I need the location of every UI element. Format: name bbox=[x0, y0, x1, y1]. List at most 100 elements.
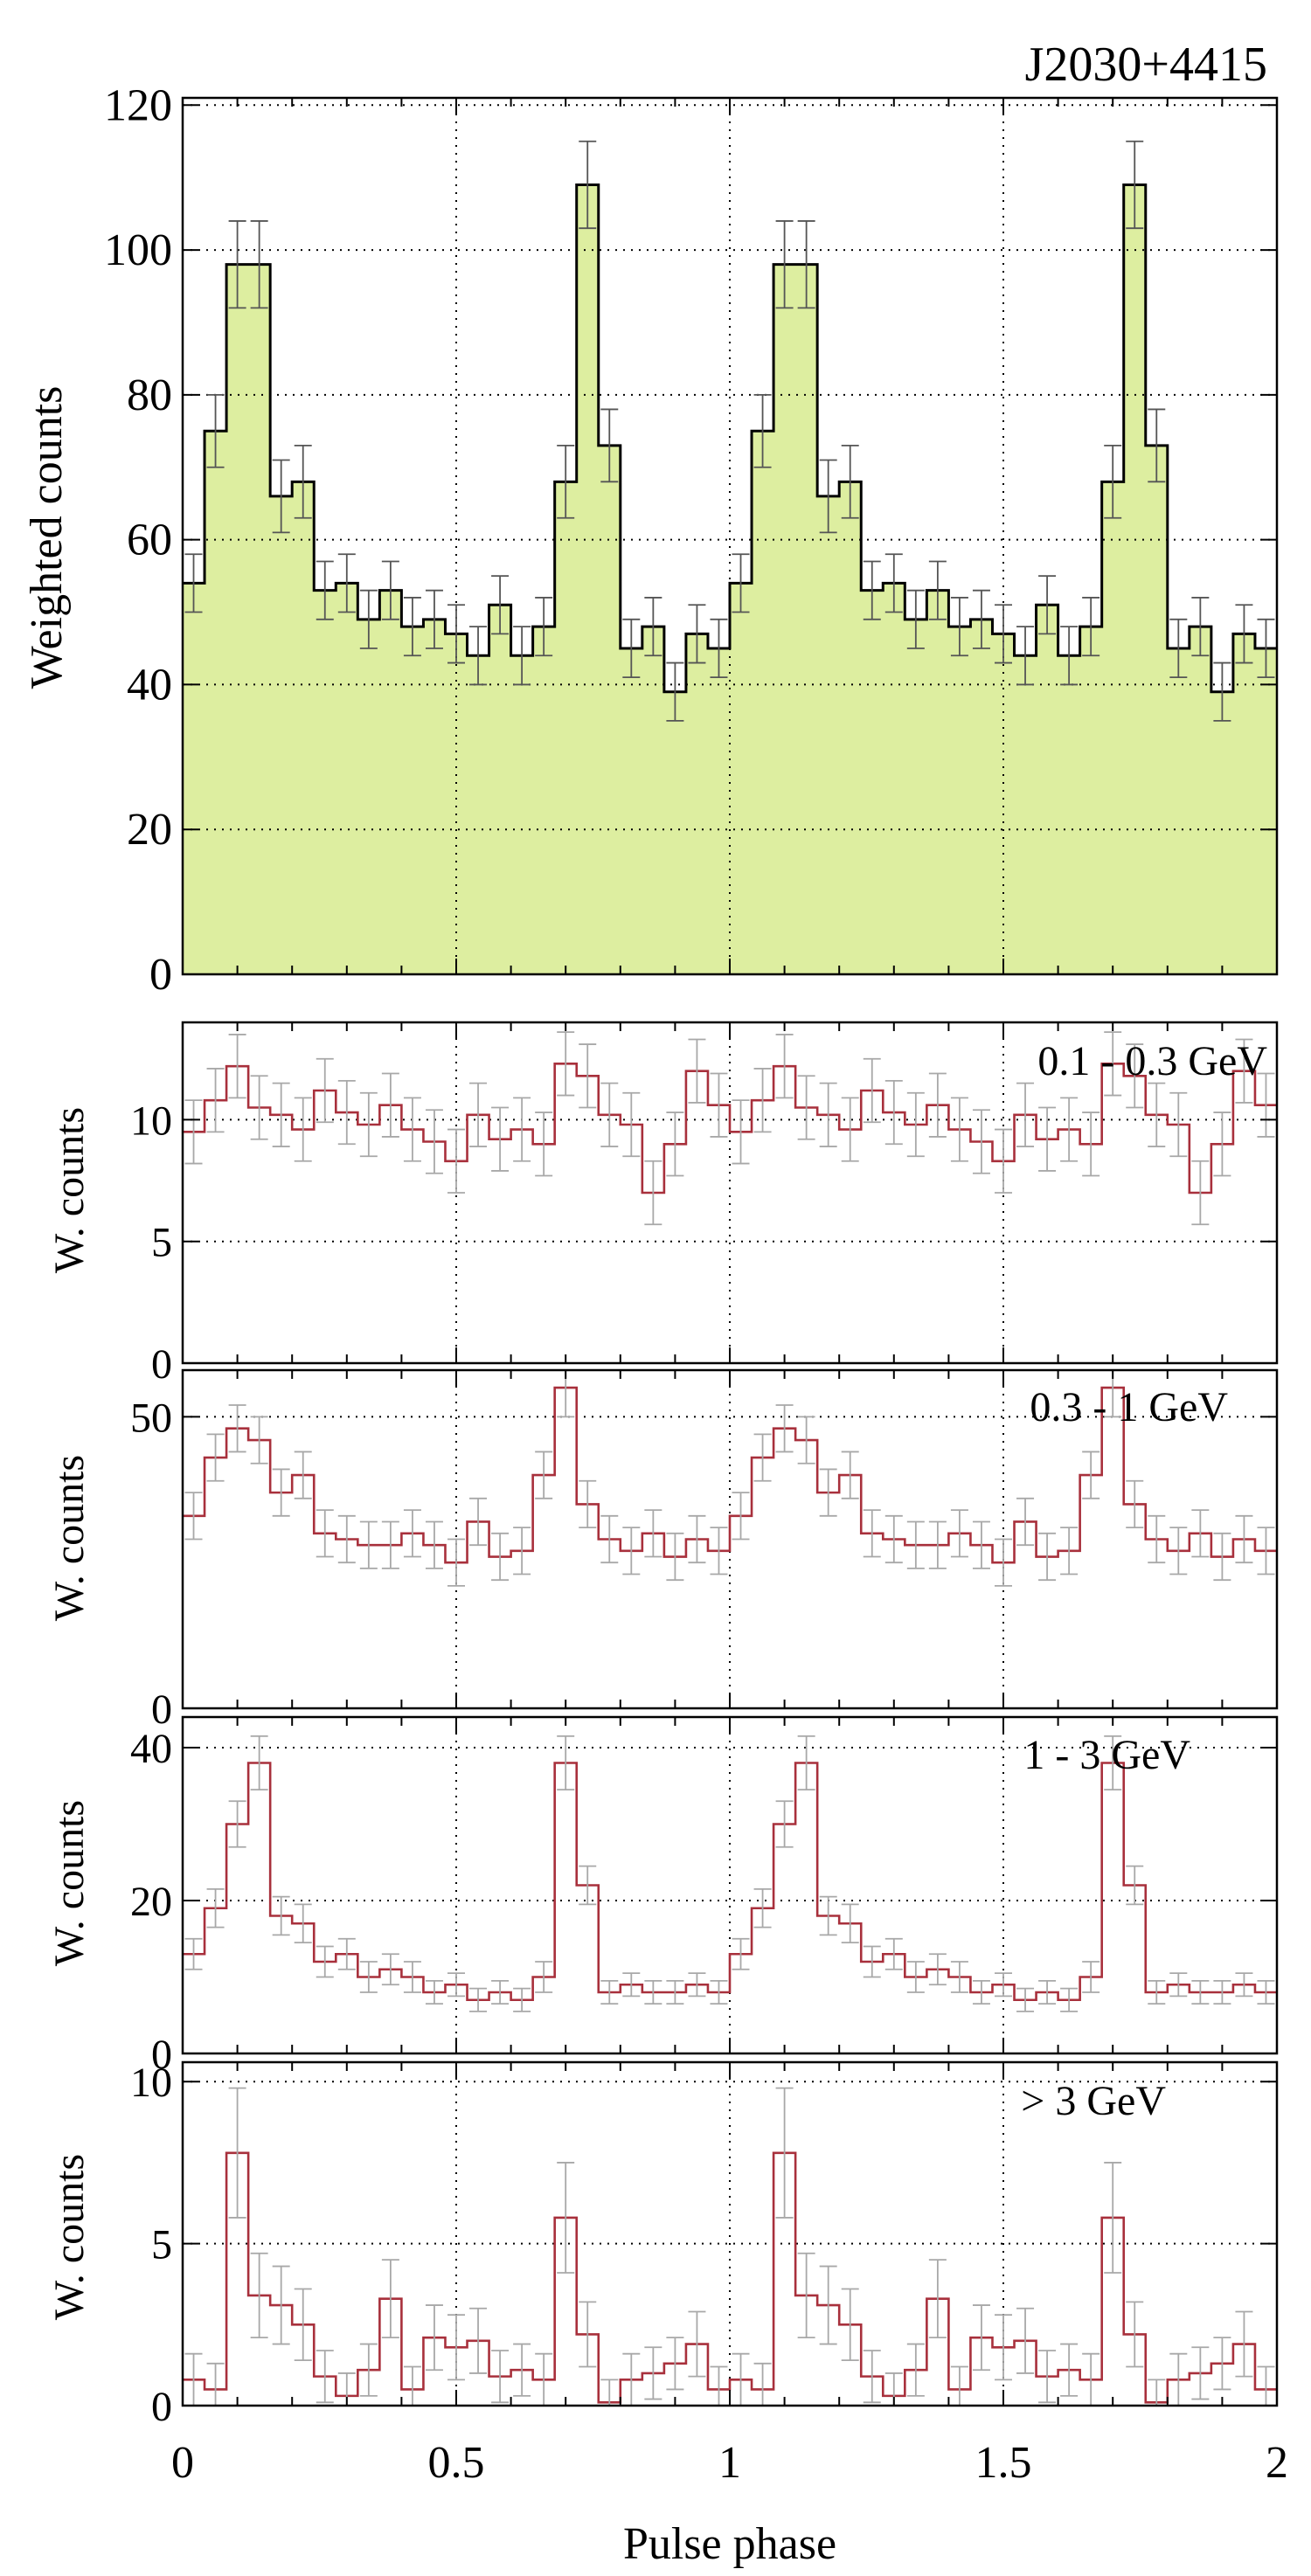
error-bar bbox=[425, 2304, 443, 2372]
error-bar bbox=[710, 1527, 728, 1575]
panel-0: 0 20 40 60 80 100 120 bbox=[104, 80, 1279, 1000]
error-bar bbox=[491, 1532, 510, 1582]
error-bar bbox=[1126, 1865, 1144, 1906]
error-bar bbox=[1257, 1072, 1275, 1138]
error-bar bbox=[272, 459, 290, 534]
ytick-label: 20 bbox=[127, 805, 172, 855]
error-bar bbox=[972, 2304, 990, 2372]
error-bar bbox=[1257, 2365, 1275, 2406]
error-bar bbox=[316, 1509, 334, 1558]
error-bar bbox=[337, 1937, 356, 1970]
ytick-label: 5 bbox=[151, 1220, 172, 1266]
error-bar bbox=[447, 2314, 465, 2381]
error-bar bbox=[1213, 2337, 1231, 2391]
error-bar bbox=[995, 604, 1012, 664]
error-bar bbox=[863, 1945, 881, 1978]
error-bar bbox=[863, 1509, 881, 1558]
error-bar bbox=[425, 589, 443, 649]
error-bar bbox=[928, 2259, 947, 2339]
ytick-label: 10 bbox=[130, 2060, 172, 2106]
error-bar bbox=[688, 1972, 706, 1998]
error-bar bbox=[775, 2087, 794, 2219]
error-bar bbox=[797, 1735, 815, 1791]
error-bar bbox=[1235, 2310, 1253, 2378]
error-bar bbox=[906, 1091, 925, 1158]
error-bar bbox=[819, 1468, 837, 1517]
error-bar bbox=[1104, 2162, 1122, 2274]
error-bar bbox=[1213, 1979, 1231, 2005]
error-bar bbox=[228, 2087, 246, 2219]
error-bar bbox=[775, 1404, 794, 1453]
error-bar bbox=[688, 1514, 706, 1564]
ylabel-band-2: W. counts bbox=[46, 1455, 93, 1621]
error-bar bbox=[1016, 2307, 1035, 2374]
error-bar bbox=[644, 597, 662, 657]
error-bar bbox=[841, 1097, 859, 1162]
error-bar bbox=[250, 2252, 268, 2339]
error-bar bbox=[403, 1509, 421, 1558]
error-bar bbox=[622, 1527, 641, 1575]
error-bar bbox=[666, 2337, 684, 2391]
error-bar bbox=[403, 1097, 421, 1162]
error-bar bbox=[775, 1034, 794, 1099]
error-bar bbox=[1038, 1106, 1057, 1172]
error-bar bbox=[337, 553, 356, 613]
error-bar bbox=[1235, 1514, 1253, 1564]
error-bar bbox=[1060, 626, 1079, 686]
error-bar bbox=[381, 560, 399, 620]
error-bar bbox=[666, 661, 684, 722]
error-bar bbox=[819, 1895, 837, 1936]
error-bar bbox=[316, 1945, 334, 1978]
error-bar bbox=[228, 1404, 246, 1453]
error-bar bbox=[644, 1160, 662, 1226]
error-bar bbox=[753, 1068, 772, 1133]
error-bar bbox=[513, 1097, 531, 1162]
error-bar bbox=[1169, 618, 1188, 679]
error-bar bbox=[272, 1895, 290, 1936]
error-bar bbox=[206, 1433, 225, 1482]
error-bar bbox=[972, 1109, 990, 1174]
error-bar bbox=[1148, 1514, 1166, 1564]
error-bar bbox=[906, 589, 925, 649]
error-bar bbox=[1257, 1527, 1275, 1575]
error-bar bbox=[995, 1128, 1012, 1194]
error-bar bbox=[447, 1128, 465, 1194]
panel-1: 0 5 10 bbox=[130, 1021, 1279, 1388]
error-bar bbox=[228, 1800, 246, 1848]
xtick-label-2: 1 bbox=[718, 2438, 741, 2488]
error-bar bbox=[425, 1979, 443, 2005]
ytick-label: 0 bbox=[151, 2032, 172, 2078]
error-bar bbox=[294, 444, 312, 519]
error-bar bbox=[644, 1509, 662, 1558]
error-bar bbox=[600, 1979, 619, 2005]
error-bar bbox=[1126, 1479, 1144, 1529]
error-bar bbox=[753, 2362, 772, 2406]
error-bar bbox=[644, 1979, 662, 2005]
ylabel-top: Weighted counts bbox=[22, 386, 72, 689]
error-bar bbox=[841, 2288, 859, 2361]
error-bar bbox=[535, 1451, 553, 1499]
error-bar bbox=[184, 1099, 203, 1165]
error-bar bbox=[403, 2365, 421, 2406]
error-bar bbox=[1235, 604, 1253, 664]
error-bar bbox=[600, 1514, 619, 1564]
error-bar bbox=[1016, 626, 1035, 686]
error-bar bbox=[688, 2310, 706, 2378]
ytick-label: 50 bbox=[130, 1395, 172, 1441]
error-bar bbox=[906, 1520, 925, 1569]
error-bar bbox=[381, 2259, 399, 2339]
error-bar bbox=[1235, 1038, 1253, 1104]
error-bar bbox=[272, 1468, 290, 1517]
error-bar bbox=[995, 2314, 1012, 2381]
error-bar bbox=[1213, 1532, 1231, 1582]
error-bar bbox=[579, 1043, 597, 1109]
error-bar bbox=[1257, 618, 1275, 679]
error-bar bbox=[972, 589, 990, 649]
panel-4: 0 5 10 bbox=[130, 2060, 1279, 2430]
error-bar bbox=[403, 597, 421, 657]
error-bar bbox=[1191, 1979, 1210, 2005]
error-bar bbox=[557, 1031, 575, 1097]
error-bar bbox=[206, 1068, 225, 1133]
error-bar bbox=[1082, 1451, 1100, 1499]
error-bar bbox=[425, 1109, 443, 1174]
